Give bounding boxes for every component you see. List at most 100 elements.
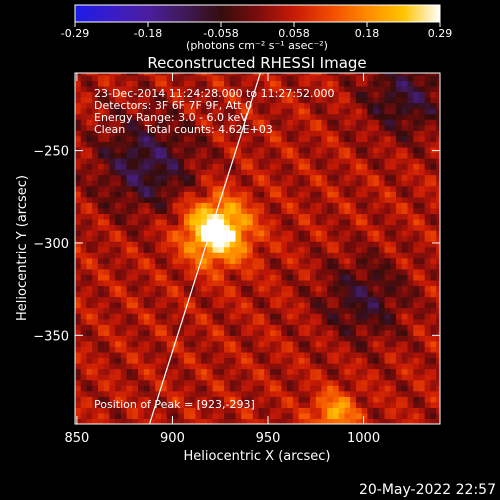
heatmap-cell [396, 290, 403, 298]
heatmap-cell [235, 274, 242, 281]
heatmap-cell [407, 407, 414, 414]
heatmap-cell [126, 180, 133, 187]
heatmap-cell [229, 257, 237, 264]
heatmap-cell [115, 401, 122, 408]
heatmap-cell [115, 296, 122, 303]
heatmap-cell [189, 196, 196, 203]
heatmap-cell [109, 329, 116, 336]
heatmap-cell [149, 268, 156, 275]
heatmap-cell [224, 307, 231, 314]
heatmap-cell [378, 313, 386, 320]
heatmap-cell [401, 196, 409, 203]
heatmap-cell [229, 85, 237, 93]
heatmap-cell [281, 351, 288, 359]
heatmap-cell [155, 218, 162, 226]
heatmap-cell [149, 146, 156, 154]
heatmap-cell [407, 340, 414, 348]
heatmap-cell [160, 241, 168, 248]
heatmap-cell [97, 346, 105, 353]
heatmap-cell [332, 235, 340, 242]
heatmap-cell [75, 102, 82, 109]
heatmap-cell [166, 418, 174, 424]
heatmap-cell [355, 108, 363, 115]
heatmap-cell [178, 97, 185, 104]
heatmap-cell [338, 180, 346, 187]
heatmap-cell [315, 307, 323, 314]
heatmap-cell [298, 74, 305, 81]
heatmap-cell [327, 196, 334, 203]
heatmap-cell [86, 335, 93, 342]
heatmap-cell [115, 329, 122, 336]
heatmap-cell [361, 202, 368, 209]
heatmap-cell [287, 335, 294, 342]
heatmap-cell [292, 80, 300, 87]
heatmap-cell [281, 102, 288, 109]
heatmap-cell [315, 169, 323, 176]
heatmap-cell [430, 163, 437, 170]
heatmap-cell [229, 119, 237, 126]
heatmap-cell [327, 108, 334, 115]
heatmap-cell [407, 191, 414, 198]
heatmap-cell [367, 135, 374, 142]
x-axis-label: Heliocentric X (arcsec) [184, 449, 331, 464]
heatmap-cell [241, 191, 248, 198]
heatmap-cell [332, 385, 340, 392]
heatmap-cell [430, 202, 437, 209]
heatmap-cell [218, 268, 225, 275]
heatmap-cell [246, 368, 254, 375]
heatmap-cell [361, 91, 368, 98]
heatmap-cell [264, 313, 271, 320]
heatmap-cell [327, 346, 334, 353]
heatmap-cell [97, 174, 105, 181]
heatmap-cell [396, 313, 403, 320]
heatmap-cell [258, 374, 265, 381]
heatmap-cell [332, 180, 340, 187]
heatmap-cell [367, 279, 374, 287]
heatmap-cell [132, 97, 139, 104]
heatmap-cell [86, 146, 93, 154]
heatmap-cell [155, 396, 162, 403]
heatmap-cell [298, 141, 305, 148]
heatmap-cell [189, 307, 196, 314]
heatmap-cell [327, 97, 334, 104]
heatmap-cell [75, 124, 82, 131]
heatmap-cell [418, 285, 426, 292]
heatmap-cell [292, 379, 300, 386]
heatmap-cell [281, 274, 288, 281]
heatmap-cell [241, 146, 248, 154]
heatmap-cell [281, 346, 288, 353]
heatmap-cell [407, 257, 414, 264]
heatmap-cell [332, 412, 340, 420]
heatmap-cell [235, 363, 242, 370]
heatmap-cell [103, 351, 110, 359]
x-tick-label: 900 [160, 431, 185, 446]
heatmap-cell [252, 252, 260, 259]
heatmap-cell [424, 207, 432, 214]
heatmap-cell [189, 313, 196, 320]
heatmap-cell [373, 302, 380, 309]
heatmap-cell [189, 73, 196, 76]
heatmap-cell [178, 102, 185, 109]
heatmap-cell [252, 80, 260, 87]
heatmap-cell [315, 185, 323, 192]
heatmap-cell [166, 97, 174, 104]
heatmap-cell [86, 329, 93, 336]
heatmap-cell [92, 224, 99, 231]
heatmap-cell [246, 196, 254, 203]
heatmap-cell [361, 185, 368, 192]
heatmap-cell [172, 113, 179, 120]
heatmap-cell [86, 307, 93, 314]
heatmap-cell [292, 407, 300, 414]
heatmap-cell [258, 385, 265, 392]
heatmap-cell [338, 235, 346, 242]
heatmap-cell [178, 207, 185, 214]
heatmap-cell [166, 230, 174, 237]
heatmap-cell [149, 379, 156, 386]
heatmap-cell [275, 80, 282, 87]
heatmap-cell [120, 108, 128, 115]
heatmap-cell [143, 124, 151, 131]
heatmap-cell [160, 163, 168, 170]
heatmap-cell [229, 335, 237, 342]
heatmap-cell [436, 285, 440, 292]
heatmap-cell [235, 224, 242, 231]
